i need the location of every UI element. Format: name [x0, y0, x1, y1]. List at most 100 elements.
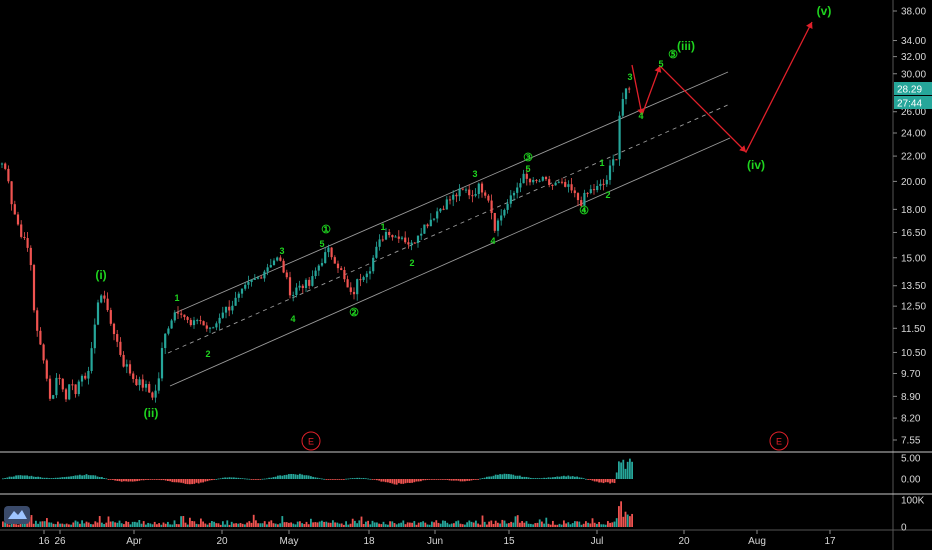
volume-bar — [448, 524, 451, 527]
volume-bar — [228, 524, 231, 527]
volume-bar — [424, 522, 427, 527]
oscillator-bar — [345, 478, 347, 480]
volume-bar — [492, 523, 495, 527]
volume-bar — [105, 522, 108, 527]
oscillator-bar — [446, 479, 449, 480]
candle-body — [256, 277, 260, 279]
volume-bar — [127, 521, 130, 527]
volume-bar — [87, 522, 90, 527]
candle-body — [141, 379, 144, 388]
candle-body — [202, 321, 205, 326]
volume-bar — [446, 522, 449, 527]
oscillator-bar — [543, 477, 545, 479]
volume-bar — [285, 522, 288, 527]
oscillator-bar — [631, 461, 633, 479]
candle-body — [452, 194, 455, 200]
oscillator-bar — [8, 476, 11, 479]
wave-label: 2 — [605, 190, 610, 200]
oscillator-bar — [103, 478, 105, 479]
price-tick-label: 7.55 — [901, 436, 921, 447]
oscillator-bar — [532, 478, 534, 479]
oscillator-bar — [448, 479, 451, 481]
oscillator-bar — [90, 475, 92, 479]
elliott-channel — [167, 71, 731, 387]
volume-bar — [409, 522, 411, 527]
volume-bar — [470, 521, 473, 527]
volume-bar — [450, 523, 453, 527]
oscillator-bar — [246, 478, 248, 480]
volume-bar — [453, 523, 455, 527]
oscillator-bar — [492, 475, 495, 479]
candle-body — [292, 295, 295, 297]
candle-body — [583, 192, 586, 206]
price-tick-label: 12.50 — [901, 302, 926, 313]
volume-bar — [536, 522, 539, 527]
oscillator-bar — [43, 477, 46, 479]
volume-bar — [563, 520, 565, 527]
candle-body — [413, 242, 416, 244]
volume-bar — [382, 521, 385, 527]
candle-body — [266, 267, 269, 272]
oscillator-bar — [565, 476, 567, 479]
oscillator-bar — [178, 479, 180, 483]
candle-body — [106, 298, 109, 311]
volume-bar — [107, 516, 110, 527]
volume-bar — [294, 524, 297, 527]
oscillator-bar — [488, 476, 490, 479]
oscillator-bar — [248, 478, 251, 480]
candle-body — [96, 302, 100, 325]
volume-bar — [211, 521, 213, 527]
wave-label: 3 — [279, 246, 284, 256]
oscillator-bar — [237, 477, 240, 479]
oscillator-bar — [349, 478, 352, 480]
oscillator-bar — [219, 478, 222, 480]
oscillator-bar — [294, 474, 297, 479]
price-tick-label: 24.00 — [901, 128, 926, 139]
volume-bar — [479, 524, 482, 527]
oscillator-bar — [580, 477, 583, 479]
volume-bar — [439, 523, 442, 527]
oscillator-bar — [17, 475, 20, 479]
price-tick-label: 11.50 — [901, 324, 926, 335]
oscillator-bar — [173, 479, 176, 483]
volume-bar — [620, 501, 622, 527]
oscillator-bar — [92, 475, 94, 479]
volume-bar — [21, 523, 24, 527]
volume-bar — [615, 518, 618, 527]
time-tick-label: Apr — [126, 536, 142, 547]
oscillator-bar — [48, 478, 50, 479]
oscillator-bar — [131, 479, 134, 482]
oscillator-bar — [52, 478, 55, 479]
oscillator-bar — [162, 479, 165, 481]
oscillator-bar — [479, 478, 482, 480]
candle-body — [612, 159, 615, 166]
volume-bar — [523, 522, 526, 527]
candle-body — [269, 265, 272, 268]
oscillator-bar — [422, 479, 424, 481]
volume-bar — [252, 514, 255, 527]
volume-bar — [611, 522, 614, 527]
oscillator-bar — [486, 476, 488, 479]
volume-bar — [17, 524, 20, 527]
candle-body — [448, 199, 452, 201]
volume-bar — [549, 524, 552, 527]
volume-bar — [334, 522, 336, 527]
time-tick-label: 20 — [216, 536, 228, 547]
candle-body — [308, 279, 311, 286]
candle-body — [573, 190, 576, 194]
candle-body — [93, 324, 96, 349]
volume-bar — [393, 523, 396, 527]
oscillator-bar — [501, 474, 504, 479]
oscillator-bar — [118, 479, 121, 482]
candle-body — [442, 208, 445, 210]
oscillator-bar — [459, 479, 462, 482]
volume-bar — [369, 524, 372, 527]
candle-body — [324, 252, 327, 264]
oscillator-bar — [316, 477, 319, 479]
wave-label: 4 — [290, 314, 295, 324]
oscillator-bar — [433, 479, 435, 480]
oscillator-bar — [468, 479, 471, 481]
wave-label: (iii) — [677, 39, 695, 53]
oscillator-bar — [560, 476, 563, 479]
